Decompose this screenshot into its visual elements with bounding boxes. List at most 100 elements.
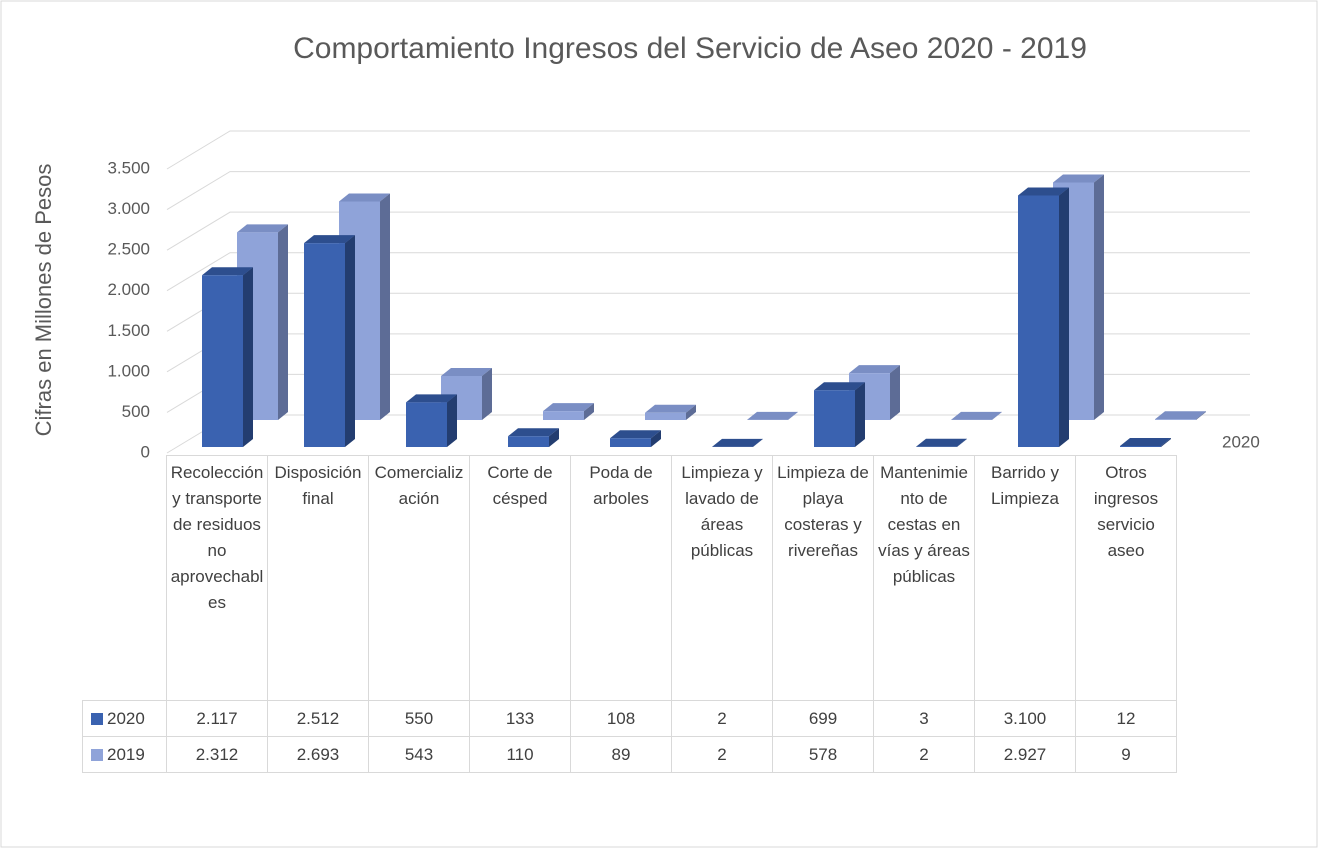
bar-face [916,438,967,447]
bar-face [645,412,686,420]
y-tick-label: 2.500 [107,240,150,259]
value-label: 2 [671,700,773,737]
bar-face [345,235,355,447]
bar-face [549,428,559,447]
y-tick-label: 0 [141,442,150,461]
category-label: Recolección y transporte de residuos no … [166,455,268,701]
bar-face [508,436,549,447]
grid-line [166,130,1250,170]
y-tick-label: 500 [122,402,150,421]
bar-face [610,438,651,447]
category-label: Disposición final [267,455,369,701]
bar-face [992,411,1002,420]
bar [508,428,559,447]
bar-face [951,411,1002,420]
bar-face [1155,411,1206,420]
series-row: 2020 2.117 2.512 550 133 108 2 699 3 3.100 12 [82,700,1177,737]
bar-face [508,428,559,437]
bar-face [1059,187,1069,447]
bar-face [482,367,492,420]
bar-face [747,411,798,420]
bar-face [1053,174,1104,183]
bar-face [1094,174,1104,420]
header-row: Recolección y transporte de residuos no … [83,455,1177,701]
grid-line [166,252,1250,292]
bar-face [1018,195,1059,447]
legend-swatch [91,712,103,725]
bar [916,438,967,447]
bar-face [1155,419,1196,420]
bar-face [610,430,661,439]
bar-face [243,267,253,447]
bar-face [788,411,798,420]
y-tick-label: 3.000 [107,199,150,218]
y-tick-label: 1.500 [107,321,150,340]
legend-swatch [91,748,103,761]
bar [1120,438,1171,447]
bar-face [645,404,696,413]
value-label: 2.512 [267,700,369,737]
data-table: Recolección y transporte de residuos no … [82,455,1177,773]
bar-face [543,403,594,412]
value-label: 108 [570,700,672,737]
bar [814,382,865,447]
category-label: Otros ingresos servicio aseo [1075,455,1177,701]
y-axis-label: Cifras en Millones de Pesos [31,164,56,437]
grid-line [166,211,1250,251]
bar-face [1120,438,1171,447]
value-label: 699 [772,700,874,737]
series-row: 2019 2.312 2.693 543 110 89 2 578 2 2.927 9 [82,736,1177,773]
bar-face [278,224,288,420]
bar-face [814,390,855,447]
bar-face [1161,438,1171,447]
value-label: 2.927 [974,736,1076,773]
legend-cell: 2020 [82,700,167,737]
y-tick-label: 1.000 [107,361,150,380]
bar-face [712,438,763,447]
category-label: Corte de césped [469,455,571,701]
bar [747,411,798,420]
bar-face [651,430,661,447]
bar-face [1018,187,1069,196]
bar-face [406,402,447,447]
bar [610,430,661,447]
value-label: 2 [873,736,975,773]
bar-face [1120,446,1161,447]
category-label: Comercialización [368,455,470,701]
value-label: 543 [368,736,470,773]
bar-face [753,438,763,447]
value-label: 133 [469,700,571,737]
value-label: 2.117 [166,700,268,737]
value-label: 89 [570,736,672,773]
bar [304,235,355,447]
bar-face [237,224,288,233]
bar-face [584,403,594,420]
value-label: 2.312 [166,736,268,773]
value-label: 110 [469,736,571,773]
bar-face [855,382,865,447]
bar-face [1196,411,1206,420]
bar [406,394,457,447]
bar-face [849,365,900,374]
bar-face [441,367,492,376]
legend-label: 2020 [107,708,145,728]
value-label: 3 [873,700,975,737]
value-label: 3.100 [974,700,1076,737]
bar-face [304,235,355,244]
blank-cell [83,456,167,701]
y-tick-label: 3.500 [107,158,150,177]
y-tick-label: 2.000 [107,280,150,299]
depth-axis-label: 2020 [1222,432,1260,451]
bar-face [686,404,696,420]
bar [1155,411,1206,420]
bar-face [304,243,345,447]
value-label: 9 [1075,736,1177,773]
legend-label: 2019 [107,744,145,764]
bar-face [543,411,584,420]
bar [712,438,763,447]
category-label: Limpieza de playa costeras y rivereñas [772,455,874,701]
bar [202,267,253,447]
category-label: Barrido y Limpieza [974,455,1076,701]
